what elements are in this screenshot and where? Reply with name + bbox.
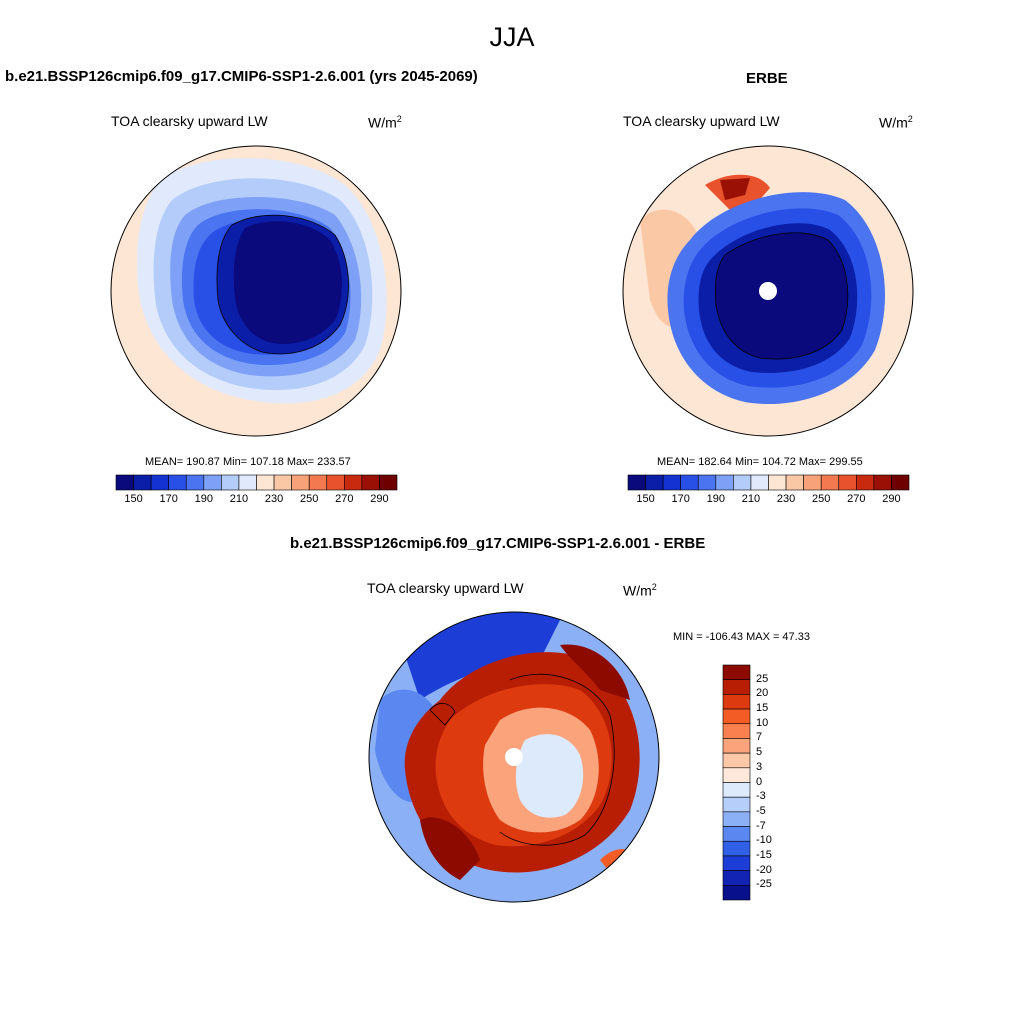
panel-right-stats: MEAN= 182.64 Min= 104.72 Max= 299.55: [657, 456, 863, 468]
colorbar-swatch: [722, 694, 751, 710]
colorbar-swatch: [722, 708, 751, 725]
colorbar-tick-label: 250: [300, 493, 319, 505]
colorbar-tick-label: 5: [756, 746, 763, 759]
colorbar-swatch: [722, 723, 751, 739]
colorbar-tick-label: -15: [756, 848, 772, 861]
colorbar-tick-label: 170: [671, 493, 690, 505]
colorbar-tick-label: 15: [756, 702, 769, 715]
colorbar-tick-label: 170: [159, 493, 178, 505]
colorbar-tick-label: 270: [847, 493, 866, 505]
colorbar-tick-label: 190: [706, 493, 725, 505]
colorbar-swatch: [379, 474, 398, 491]
colorbar-tick-label: -5: [756, 804, 766, 817]
colorbar-swatch: [722, 679, 751, 695]
panel-left-stats: MEAN= 190.87 Min= 107.18 Max= 233.57: [145, 456, 351, 468]
colorbar-swatch: [722, 738, 751, 754]
colorbar-tick-label: 290: [882, 493, 901, 505]
colorbar-tick-label: 150: [636, 493, 655, 505]
colorbar-swatch: [722, 870, 751, 886]
panel-left-variable-label: TOA clearsky upward LW: [111, 113, 268, 129]
colorbar-tick-label: 210: [229, 493, 249, 505]
colorbar-tick-label: 20: [756, 687, 769, 700]
panel-right-variable-label: TOA clearsky upward LW: [623, 113, 780, 129]
colorbar-swatch: [722, 752, 751, 769]
map-erbe: [623, 146, 913, 436]
colorbar-swatch: [722, 826, 751, 842]
colorbar-swatch: [722, 796, 751, 813]
diff-units: W/m2: [623, 582, 657, 599]
panel-right-units: W/m2: [879, 114, 913, 131]
colorbar-swatch: [722, 885, 751, 901]
colorbar-tick-label: -3: [756, 790, 766, 803]
colorbar-tick-label: 7: [756, 731, 763, 744]
colorbar-tick-label: -25: [756, 878, 772, 891]
colorbar-tick-label: 290: [370, 493, 389, 505]
map-difference: [369, 612, 659, 902]
colorbar-tick-label: 0: [756, 775, 763, 788]
colorbar-swatch: [722, 767, 751, 783]
colorbar-tick-label: -20: [756, 863, 772, 876]
panel-left-case-title: b.e21.BSSP126cmip6.f09_g17.CMIP6-SSP1-2.…: [5, 68, 478, 85]
colorbar-tick-label: 230: [776, 493, 796, 505]
colorbar-tick-label: 10: [756, 716, 769, 729]
colorbar-tick-label: 270: [335, 493, 354, 505]
colorbar-tick-label: -7: [756, 819, 766, 832]
panel-left-units: W/m2: [368, 114, 402, 131]
figure-title: JJA: [489, 22, 535, 52]
colorbar-swatch: [722, 782, 751, 798]
colorbar-tick-label: 190: [194, 493, 213, 505]
colorbar-tick-label: 25: [756, 672, 769, 685]
diff-variable-label: TOA clearsky upward LW: [367, 580, 524, 596]
colorbar-tick-label: -10: [756, 834, 772, 847]
diff-minmax: MIN = -106.43 MAX = 47.33: [673, 631, 810, 643]
colorbar-swatch: [722, 855, 751, 871]
colorbar-tick-label: 150: [124, 493, 143, 505]
diff-case-title: b.e21.BSSP126cmip6.f09_g17.CMIP6-SSP1-2.…: [290, 535, 706, 552]
colorbar-swatch: [722, 840, 751, 857]
colorbar-tick-label: 230: [264, 493, 284, 505]
colorbar-tick-label: 210: [741, 493, 761, 505]
colorbar-swatch: [722, 664, 751, 680]
colorbar-tick-label: 250: [812, 493, 831, 505]
map-model: [111, 146, 401, 436]
colorbar-swatch: [891, 474, 910, 491]
colorbar-swatch: [722, 811, 751, 827]
colorbar-tick-label: 3: [756, 760, 763, 773]
panel-right-case-title: ERBE: [746, 70, 788, 87]
